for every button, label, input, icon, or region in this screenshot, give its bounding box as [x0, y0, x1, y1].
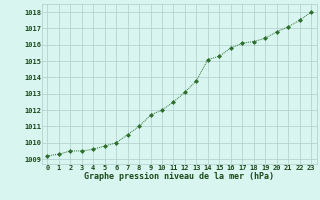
X-axis label: Graphe pression niveau de la mer (hPa): Graphe pression niveau de la mer (hPa)	[84, 172, 274, 181]
